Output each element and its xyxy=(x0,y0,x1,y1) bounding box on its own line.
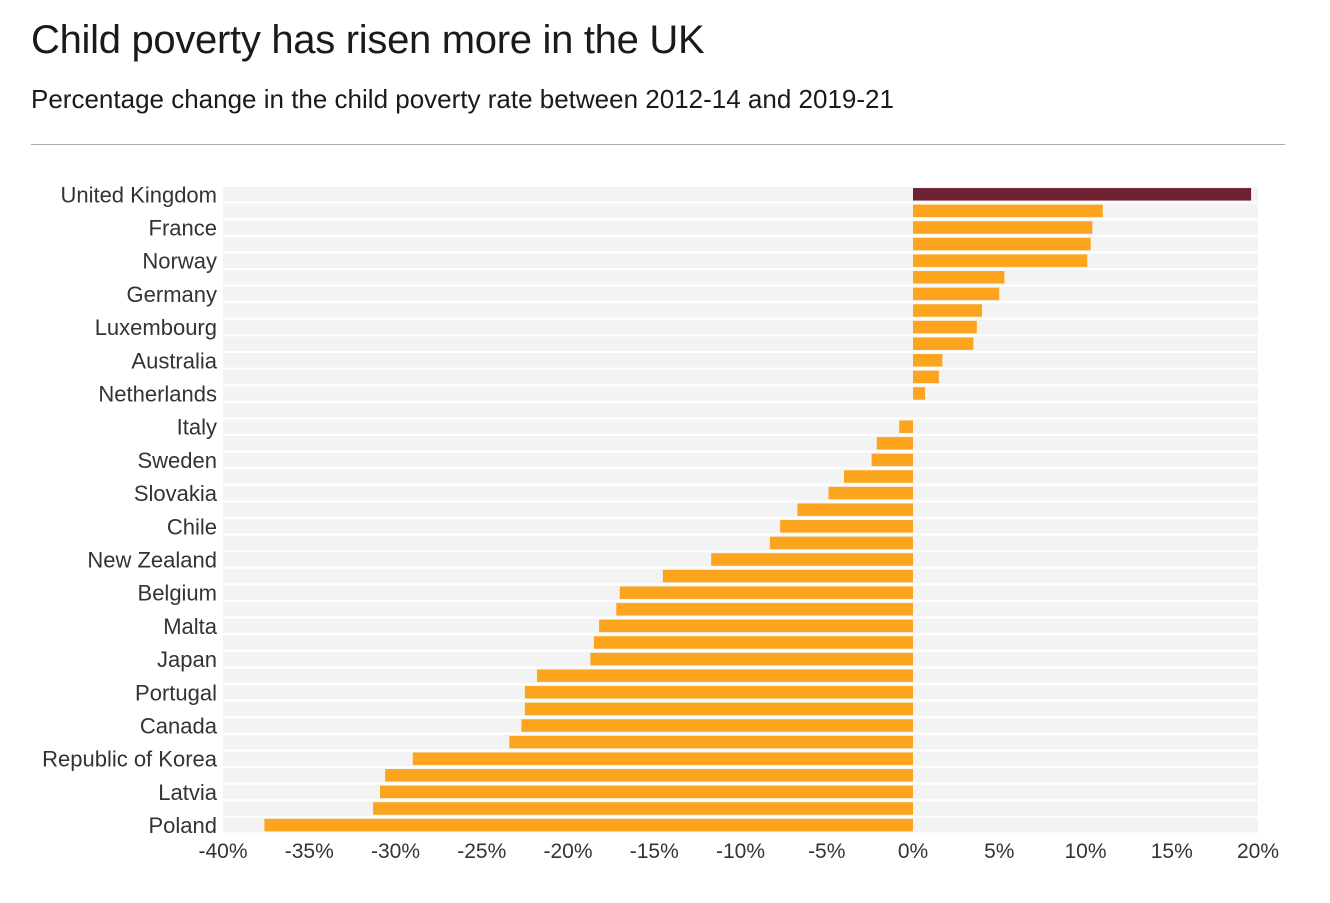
row-band xyxy=(223,502,1258,517)
x-tick-label: 20% xyxy=(1237,840,1279,863)
category-label: Poland xyxy=(148,813,217,838)
row-band xyxy=(223,353,1258,368)
bar xyxy=(913,287,1000,301)
bars xyxy=(264,188,1252,832)
bar xyxy=(599,619,913,633)
row-band xyxy=(223,303,1258,318)
bar xyxy=(412,752,913,765)
x-tick-label: -15% xyxy=(630,840,679,863)
bar xyxy=(590,652,913,666)
category-label: Australia xyxy=(131,348,217,373)
category-label: Japan xyxy=(157,647,217,672)
bar xyxy=(711,553,913,566)
category-label: Chile xyxy=(167,514,217,539)
bar xyxy=(509,735,913,749)
x-tick-label: -20% xyxy=(543,840,592,863)
category-label: Republic of Korea xyxy=(42,747,218,772)
category-labels: United Kingdom France Norway Germany Luxembo… xyxy=(42,182,218,838)
bar xyxy=(593,636,913,649)
bar xyxy=(913,254,1088,267)
bar xyxy=(264,818,913,832)
bar xyxy=(385,769,913,782)
bar xyxy=(913,387,926,400)
bar xyxy=(913,237,1091,251)
bar xyxy=(797,503,913,516)
category-label: Portugal xyxy=(135,680,217,705)
x-axis-tick-labels: -40% -35% -30% -25% -20% -15% -10% -5% 0% 5% 10% 15… xyxy=(198,840,1279,863)
row-band xyxy=(223,386,1258,401)
row-band xyxy=(223,220,1258,235)
bar xyxy=(913,354,943,367)
row-bands xyxy=(223,187,1258,833)
bar xyxy=(828,486,913,500)
row-band xyxy=(223,270,1258,285)
category-label: New Zealand xyxy=(87,548,217,573)
category-label: Belgium xyxy=(138,581,217,606)
row-band xyxy=(223,369,1258,385)
category-label: Malta xyxy=(163,614,218,639)
category-label: Germany xyxy=(127,282,217,307)
row-band xyxy=(223,436,1258,451)
bar xyxy=(913,370,939,384)
bar xyxy=(913,188,1252,201)
row-band xyxy=(223,419,1258,434)
bar xyxy=(913,204,1103,218)
category-label: France xyxy=(149,216,217,241)
bar xyxy=(616,603,913,616)
bar xyxy=(524,686,913,699)
bar xyxy=(913,221,1093,234)
row-band xyxy=(223,253,1258,268)
bar xyxy=(844,470,913,483)
bar xyxy=(871,453,913,467)
bar xyxy=(769,536,913,550)
chart-title: Child poverty has risen more in the UK xyxy=(31,18,705,62)
category-label: Luxembourg xyxy=(95,315,217,340)
x-tick-label: -40% xyxy=(198,840,247,863)
row-band xyxy=(223,519,1258,534)
row-band xyxy=(223,469,1258,484)
bar xyxy=(899,420,913,433)
bar xyxy=(913,320,977,334)
category-label: Norway xyxy=(142,249,217,274)
bar xyxy=(524,702,913,716)
x-tick-label: -10% xyxy=(716,840,765,863)
bar xyxy=(913,337,974,350)
x-tick-label: -30% xyxy=(371,840,420,863)
x-tick-label: -25% xyxy=(457,840,506,863)
bar xyxy=(521,719,913,732)
bar xyxy=(913,271,1005,284)
category-label: United Kingdom xyxy=(60,182,217,207)
bar xyxy=(913,304,982,317)
bar xyxy=(373,802,913,815)
x-tick-label: -35% xyxy=(285,840,334,863)
x-tick-label: 0% xyxy=(898,840,928,863)
bar xyxy=(379,785,914,799)
x-tick-label: 15% xyxy=(1151,840,1193,863)
row-band xyxy=(223,452,1258,468)
category-label: Canada xyxy=(140,714,218,739)
chart-subtitle: Percentage change in the child poverty r… xyxy=(31,84,894,114)
row-band xyxy=(223,236,1258,252)
bar xyxy=(662,569,913,583)
bar xyxy=(536,669,913,682)
row-band xyxy=(223,286,1258,302)
x-tick-label: 5% xyxy=(984,840,1014,863)
category-label: Netherlands xyxy=(98,382,217,407)
bar xyxy=(780,520,913,533)
row-band xyxy=(223,319,1258,335)
row-band xyxy=(223,336,1258,351)
header-divider xyxy=(31,144,1285,145)
category-label: Slovakia xyxy=(134,481,218,506)
category-label: Italy xyxy=(177,415,217,440)
row-band xyxy=(223,535,1258,551)
bar xyxy=(876,437,913,450)
row-band xyxy=(223,402,1258,418)
bar xyxy=(619,586,913,599)
category-label: Sweden xyxy=(137,448,217,473)
row-band xyxy=(223,485,1258,501)
x-tick-label: 10% xyxy=(1064,840,1106,863)
category-label: Latvia xyxy=(158,780,217,805)
x-tick-label: -5% xyxy=(808,840,845,863)
